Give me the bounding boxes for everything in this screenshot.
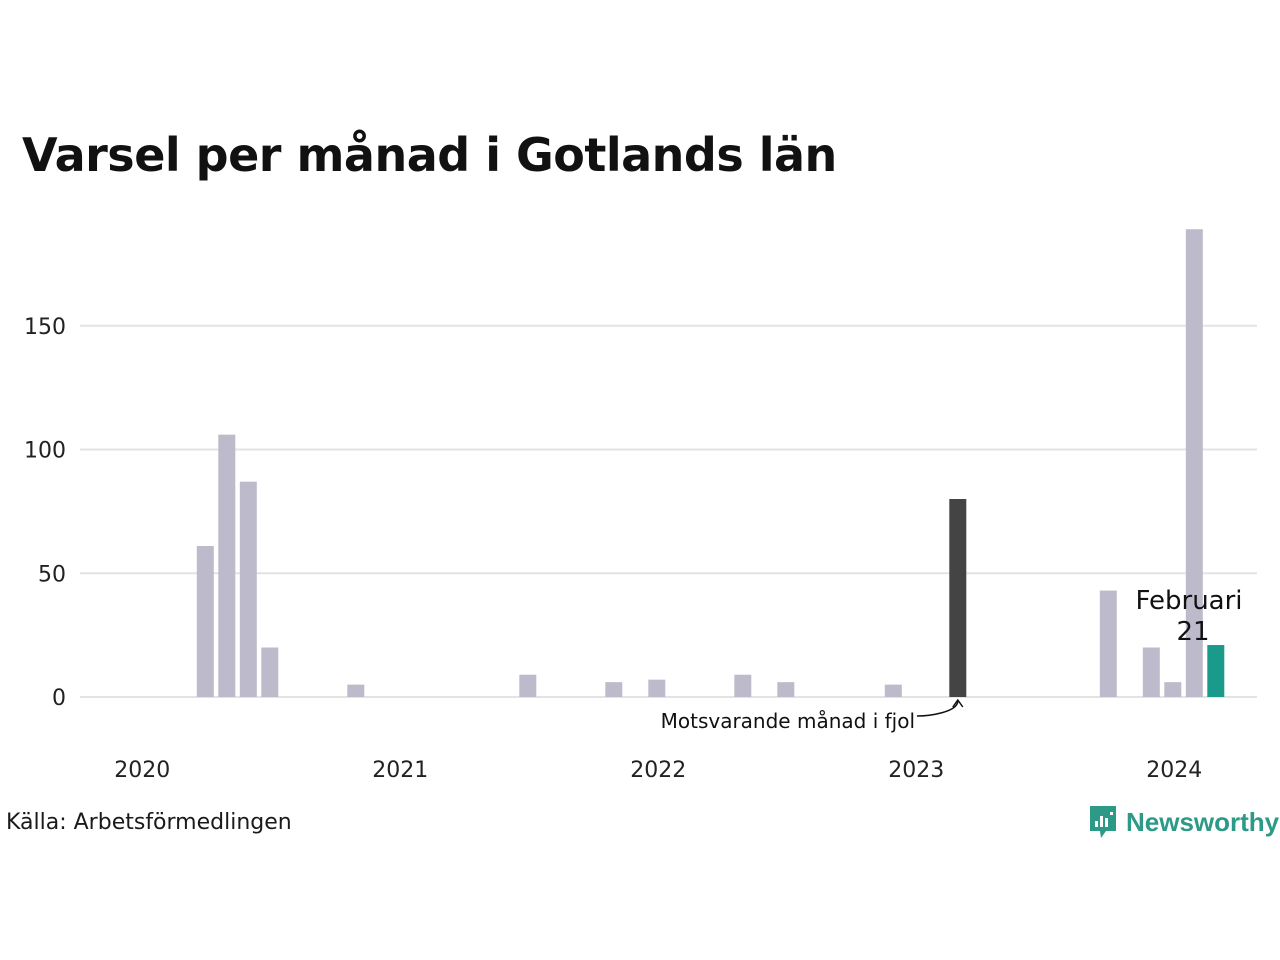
bar-2022-06 bbox=[777, 682, 795, 697]
y-tick-label: 50 bbox=[38, 562, 66, 587]
annotation-arrow-icon bbox=[916, 700, 959, 717]
bar-2020-04 bbox=[218, 434, 236, 697]
annotations: Motsvarande månad i fjol Februari 21 bbox=[661, 586, 1243, 733]
bar-2021-06 bbox=[519, 674, 537, 697]
x-tick-label: 2023 bbox=[888, 758, 944, 783]
x-tick-label: 2024 bbox=[1146, 758, 1202, 783]
bar-2024-02 bbox=[1207, 645, 1225, 697]
bar-2024-01 bbox=[1185, 229, 1203, 697]
bar-2020-10 bbox=[347, 684, 365, 697]
bar-2021-12 bbox=[648, 679, 666, 697]
y-tick-label: 150 bbox=[24, 315, 66, 340]
brand-logo: Newsworthy bbox=[1088, 804, 1279, 840]
bar-2020-05 bbox=[239, 481, 257, 697]
bar-2022-11 bbox=[884, 684, 902, 697]
y-tick-label: 100 bbox=[24, 439, 66, 464]
annotation-same-month-last-year: Motsvarande månad i fjol bbox=[661, 709, 915, 733]
x-axis-ticks: 2020 2021 2022 2023 2024 bbox=[114, 758, 1202, 783]
x-tick-label: 2022 bbox=[630, 758, 686, 783]
annotation-current-month: Februari bbox=[1135, 586, 1242, 616]
bar-2023-12 bbox=[1164, 682, 1182, 697]
bar-2023-09 bbox=[1099, 590, 1117, 697]
bar-2023-11 bbox=[1142, 647, 1160, 697]
y-axis-ticks: 0 50 100 150 bbox=[24, 315, 66, 711]
annotation-current-value: 21 bbox=[1176, 617, 1209, 647]
brand-name: Newsworthy bbox=[1126, 806, 1280, 837]
bar-chart: 0 50 100 150 2020 2021 2022 2023 2024 Motsvaran… bbox=[24, 229, 1257, 783]
bar-2023-02 bbox=[949, 499, 967, 697]
source-note: Källa: Arbetsförmedlingen bbox=[6, 810, 292, 835]
bar-2020-06 bbox=[261, 647, 279, 697]
bar-2021-10 bbox=[605, 682, 623, 697]
bar-2020-03 bbox=[196, 546, 214, 697]
bar-2022-04 bbox=[734, 674, 752, 697]
y-tick-label: 0 bbox=[52, 686, 66, 711]
x-tick-label: 2020 bbox=[114, 758, 170, 783]
newsworthy-logo-icon bbox=[1090, 806, 1116, 838]
annotation-arrowhead-icon bbox=[952, 698, 964, 708]
x-tick-label: 2021 bbox=[372, 758, 428, 783]
chart-title: Varsel per månad i Gotlands län bbox=[22, 128, 837, 182]
bars bbox=[196, 229, 1225, 697]
